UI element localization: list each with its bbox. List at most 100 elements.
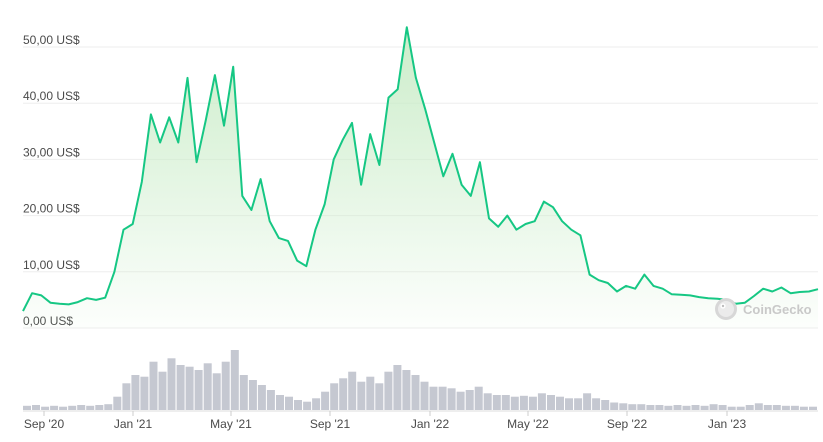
volume-bar xyxy=(59,406,68,410)
volume-bar xyxy=(248,380,257,410)
volume-bar xyxy=(321,391,330,410)
volume-bar xyxy=(429,386,438,410)
volume-bar xyxy=(303,401,312,410)
volume-bar xyxy=(501,395,510,410)
price-series xyxy=(22,26,819,329)
volume-bar xyxy=(212,373,221,410)
volume-bar xyxy=(447,388,456,410)
volume-bar xyxy=(754,403,763,410)
volume-bar xyxy=(230,350,239,410)
price-line xyxy=(22,26,819,312)
volume-bar xyxy=(77,405,86,410)
volume-bar xyxy=(637,404,646,410)
volume-bar xyxy=(375,383,384,410)
volume-bar xyxy=(727,406,736,410)
x-tick-label: Jan '21 xyxy=(114,417,153,431)
volume-bar xyxy=(790,405,799,410)
volume-bar xyxy=(772,405,781,410)
volume-bar xyxy=(384,371,393,410)
volume-bar xyxy=(745,405,754,410)
volume-bar xyxy=(601,400,610,410)
volume-bar xyxy=(474,386,483,410)
y-tick-label: 10,00 US$ xyxy=(23,258,80,272)
volume-bar xyxy=(574,398,583,410)
volume-bar xyxy=(700,405,709,410)
volume-bar xyxy=(718,405,727,410)
volume-bar xyxy=(420,381,429,410)
volume-bar xyxy=(492,395,501,410)
volume-bar xyxy=(655,405,664,410)
volume-bar xyxy=(221,361,230,410)
volume-bar xyxy=(158,371,167,410)
volume-bar xyxy=(565,398,573,410)
volume-bars xyxy=(23,350,817,410)
volume-bar xyxy=(185,366,194,410)
volume-bar xyxy=(781,405,790,410)
volume-bar xyxy=(592,398,601,410)
x-tick-label: Jan '23 xyxy=(708,417,747,431)
y-tick-label: 30,00 US$ xyxy=(23,145,80,159)
volume-bar xyxy=(799,406,808,410)
volume-bar xyxy=(266,390,275,410)
x-tick-label: Sep '20 xyxy=(24,417,65,431)
volume-bar xyxy=(50,405,59,410)
volume-bar xyxy=(140,376,149,410)
volume-bar xyxy=(131,375,140,410)
volume-bar xyxy=(646,405,655,410)
volume-bar xyxy=(330,383,339,410)
volume-bar xyxy=(628,404,637,410)
watermark-text: CoinGecko xyxy=(743,302,812,317)
volume-bar xyxy=(763,405,772,410)
volume-bar xyxy=(682,405,691,410)
y-axis-tick-labels: 0,00 US$10,00 US$20,00 US$30,00 US$40,00… xyxy=(23,33,80,328)
volume-bar xyxy=(610,402,619,410)
y-tick-label: 20,00 US$ xyxy=(23,202,80,216)
volume-bar xyxy=(528,396,537,410)
volume-bar xyxy=(294,400,302,410)
volume-bar xyxy=(483,393,492,410)
volume-bar xyxy=(149,361,158,410)
coingecko-logo-icon xyxy=(715,298,737,320)
volume-bar xyxy=(366,376,375,410)
volume-bar xyxy=(510,396,519,410)
volume-bar xyxy=(68,405,77,410)
x-tick-label: May '21 xyxy=(210,417,252,431)
volume-bar xyxy=(348,371,357,410)
volume-bar xyxy=(619,403,628,410)
volume-bar xyxy=(547,395,555,410)
volume-bar xyxy=(86,405,95,410)
volume-bar xyxy=(411,375,420,410)
volume-bar xyxy=(122,383,131,410)
volume-bar xyxy=(239,375,248,410)
volume-bar xyxy=(176,365,185,410)
volume-bar xyxy=(276,395,284,410)
y-tick-label: 50,00 US$ xyxy=(23,33,80,47)
volume-bar xyxy=(285,396,293,410)
volume-bar xyxy=(203,363,212,410)
volume-bar xyxy=(32,405,40,410)
volume-bar xyxy=(556,396,564,410)
volume-bar xyxy=(673,405,682,410)
volume-bar xyxy=(402,370,411,410)
coingecko-watermark: CoinGecko xyxy=(715,298,812,320)
x-tick-label: May '22 xyxy=(507,417,549,431)
volume-bar xyxy=(519,395,528,410)
volume-bar xyxy=(257,385,266,410)
x-axis: Sep '20 Jan '21 May '21 Sep '21 Jan '22 May '… xyxy=(23,410,818,431)
volume-bar xyxy=(537,393,546,410)
volume-bar xyxy=(393,365,402,410)
volume-bar xyxy=(95,405,104,410)
volume-bar xyxy=(664,405,673,410)
volume-bar xyxy=(23,405,31,410)
volume-bar xyxy=(465,390,474,410)
volume-bar xyxy=(736,406,745,410)
volume-bar xyxy=(194,370,203,410)
volume-bar xyxy=(583,393,592,410)
price-area-fill xyxy=(23,27,818,329)
volume-bar xyxy=(691,405,700,410)
volume-bar xyxy=(809,406,817,410)
volume-bar xyxy=(113,396,122,410)
volume-bar xyxy=(41,406,50,410)
volume-bar xyxy=(438,386,447,410)
